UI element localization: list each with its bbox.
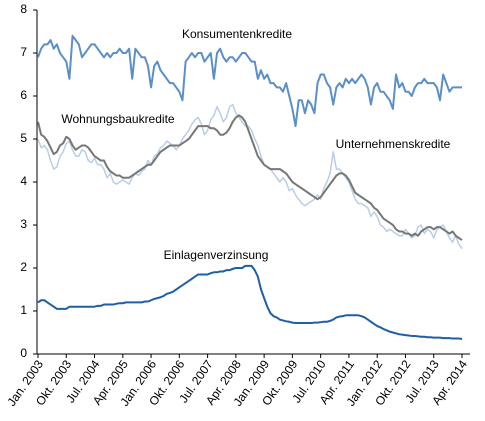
y-tick-label: 7 (20, 45, 27, 59)
series-label: Einlagenverzinsung (164, 248, 269, 262)
series-line (37, 34, 462, 128)
y-tick-label: 2 (20, 260, 27, 274)
series-label: Unternehmenskredite (336, 137, 451, 151)
y-tick-label: 8 (20, 2, 27, 16)
series-line (37, 114, 463, 241)
series-line (37, 264, 463, 340)
series-line (37, 103, 463, 250)
y-tick-label: 4 (20, 174, 27, 188)
y-tick-label: 6 (20, 88, 27, 102)
y-tick-label: 1 (20, 303, 27, 317)
y-tick-label: 5 (20, 131, 27, 145)
y-tick-label: 0 (20, 346, 27, 360)
series-label: Konsumentenkredite (182, 27, 292, 41)
series-label: Wohnungsbaukredite (61, 112, 175, 126)
y-tick-label: 3 (20, 217, 27, 231)
